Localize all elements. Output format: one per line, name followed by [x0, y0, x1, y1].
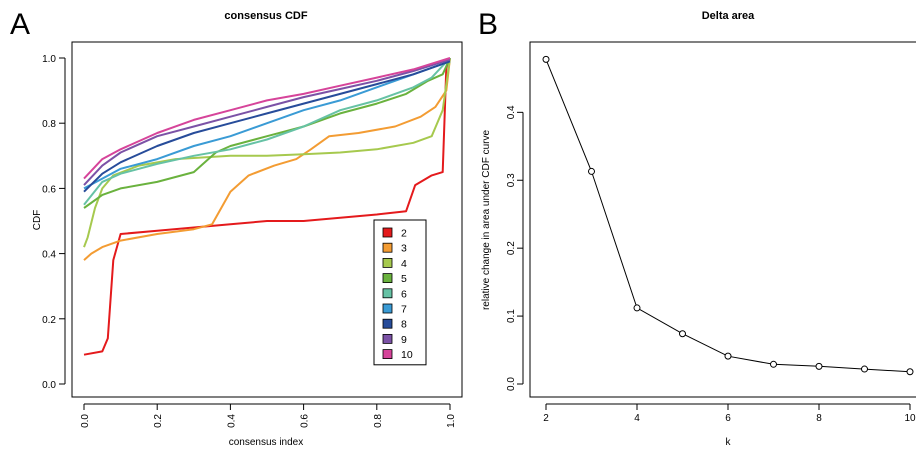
chart-b-point-k10 [906, 368, 914, 376]
chart-b-y-tick-label: 0.4 [506, 105, 517, 119]
chart-a-y-tick-label: 0.8 [42, 119, 56, 130]
chart-a-legend-swatch-10 [382, 349, 393, 360]
chart-b-y-tick-label: 0.1 [506, 309, 517, 323]
chart-a-legend-swatch-4 [382, 257, 393, 268]
chart-a-series-line-3 [83, 57, 451, 261]
chart-a-series-line-5 [83, 57, 451, 209]
chart-b-point-k8 [815, 362, 823, 370]
chart-a-legend-swatch-9 [382, 333, 393, 344]
chart-a-y-tick-label: 0.6 [42, 184, 56, 195]
chart-b-x-tick-label: 6 [725, 413, 731, 424]
chart-a-series-line-10 [83, 57, 451, 180]
panel-a-letter: A [10, 8, 30, 41]
chart-b-point-k7 [770, 360, 777, 368]
chart-b-xlabel: k [726, 437, 732, 448]
chart-a-y-tick-label: 0.4 [42, 250, 56, 261]
chart-a-x-tick-label: 0.4 [226, 414, 237, 428]
chart-b-point-k3 [588, 167, 595, 175]
chart-b-x-tick-label: 8 [816, 413, 822, 424]
chart-b-y-tick-label: 0.0 [506, 377, 517, 391]
chart-a-legend-box [373, 219, 427, 366]
chart-a-legend-label-5: 5 [401, 273, 407, 285]
delta-area-chart: Delta area k relative change in area und… [481, 10, 916, 448]
chart-b-series-line [545, 59, 911, 373]
consensus-cdf-chart: consensus CDF consensus index CDF 0.0 0.2… [32, 10, 463, 448]
chart-a-legend-label-7: 7 [401, 304, 407, 316]
chart-b-point-k6 [724, 352, 732, 360]
chart-a-series-line-8 [83, 60, 451, 193]
chart-b-series-group [542, 55, 914, 376]
chart-a-x-tick-label: 0.0 [80, 414, 91, 428]
chart-a-series-line-2 [83, 57, 451, 356]
chart-a-legend-swatch-7 [382, 303, 393, 314]
chart-b-y-tick-label: 0.3 [506, 173, 517, 187]
chart-b-title: Delta area [702, 10, 755, 22]
chart-b-point-k4 [633, 304, 641, 312]
chart-a-xlabel: consensus index [229, 437, 304, 448]
chart-a-legend-label-4: 4 [401, 258, 407, 270]
chart-b-ylabel: relative change in area under CDF curve [481, 130, 492, 311]
chart-a-legend-label-3: 3 [401, 243, 407, 255]
chart-a-legend-swatch-8 [382, 318, 393, 329]
chart-a-legend-swatch-5 [382, 273, 393, 284]
chart-b-x-tick-label: 10 [904, 413, 916, 424]
chart-a-legend-swatch-6 [382, 288, 393, 299]
chart-a-legend-swatch-2 [382, 227, 393, 238]
chart-a-plot-frame [71, 41, 463, 398]
panel-b-letter: B [478, 8, 498, 41]
chart-a-series-line-4 [83, 57, 451, 248]
chart-a-legend: 2 3 4 5 6 7 8 9 10 [373, 219, 427, 366]
chart-b-point-k9 [861, 365, 868, 373]
chart-a-title: consensus CDF [224, 10, 307, 22]
chart-b-x-tick-label: 4 [634, 413, 640, 424]
chart-b-point-k2 [542, 55, 550, 63]
chart-a-series-line-6 [83, 57, 451, 206]
chart-a-legend-swatch-3 [382, 242, 393, 253]
chart-a-legend-label-6: 6 [401, 288, 407, 300]
chart-a-legend-label-2: 2 [401, 228, 407, 240]
chart-a-series-line-7 [83, 60, 451, 190]
chart-a-axes: 0.0 0.2 0.4 0.6 0.8 1.0 0.0 0.2 0.4 0.6 0.8 1.0 [42, 54, 457, 428]
chart-a-legend-label-8: 8 [401, 319, 407, 331]
chart-a-y-tick-label: 0.2 [42, 315, 56, 326]
chart-a-x-tick-label: 0.8 [373, 414, 384, 428]
chart-a-legend-label-9: 9 [401, 334, 407, 346]
chart-a-series-line-9 [83, 58, 451, 186]
chart-a-x-tick-label: 0.2 [153, 414, 164, 428]
chart-a-ylabel: CDF [32, 210, 43, 231]
chart-a-x-tick-label: 1.0 [446, 414, 457, 428]
chart-b-y-tick-label: 0.2 [506, 241, 517, 255]
chart-a-y-tick-label: 1.0 [42, 54, 56, 65]
chart-b-plot-frame [529, 41, 916, 398]
chart-a-legend-label-10: 10 [401, 349, 413, 361]
chart-a-series-group [83, 57, 451, 356]
chart-a-y-tick-label: 0.0 [42, 380, 56, 391]
chart-b-x-tick-label: 2 [543, 413, 549, 424]
chart-b-point-k5 [679, 330, 686, 338]
chart-a-x-tick-label: 0.6 [300, 414, 311, 428]
chart-b-axes: 2 4 6 8 10 0.0 0.1 0.2 0.3 0.4 [506, 105, 916, 424]
